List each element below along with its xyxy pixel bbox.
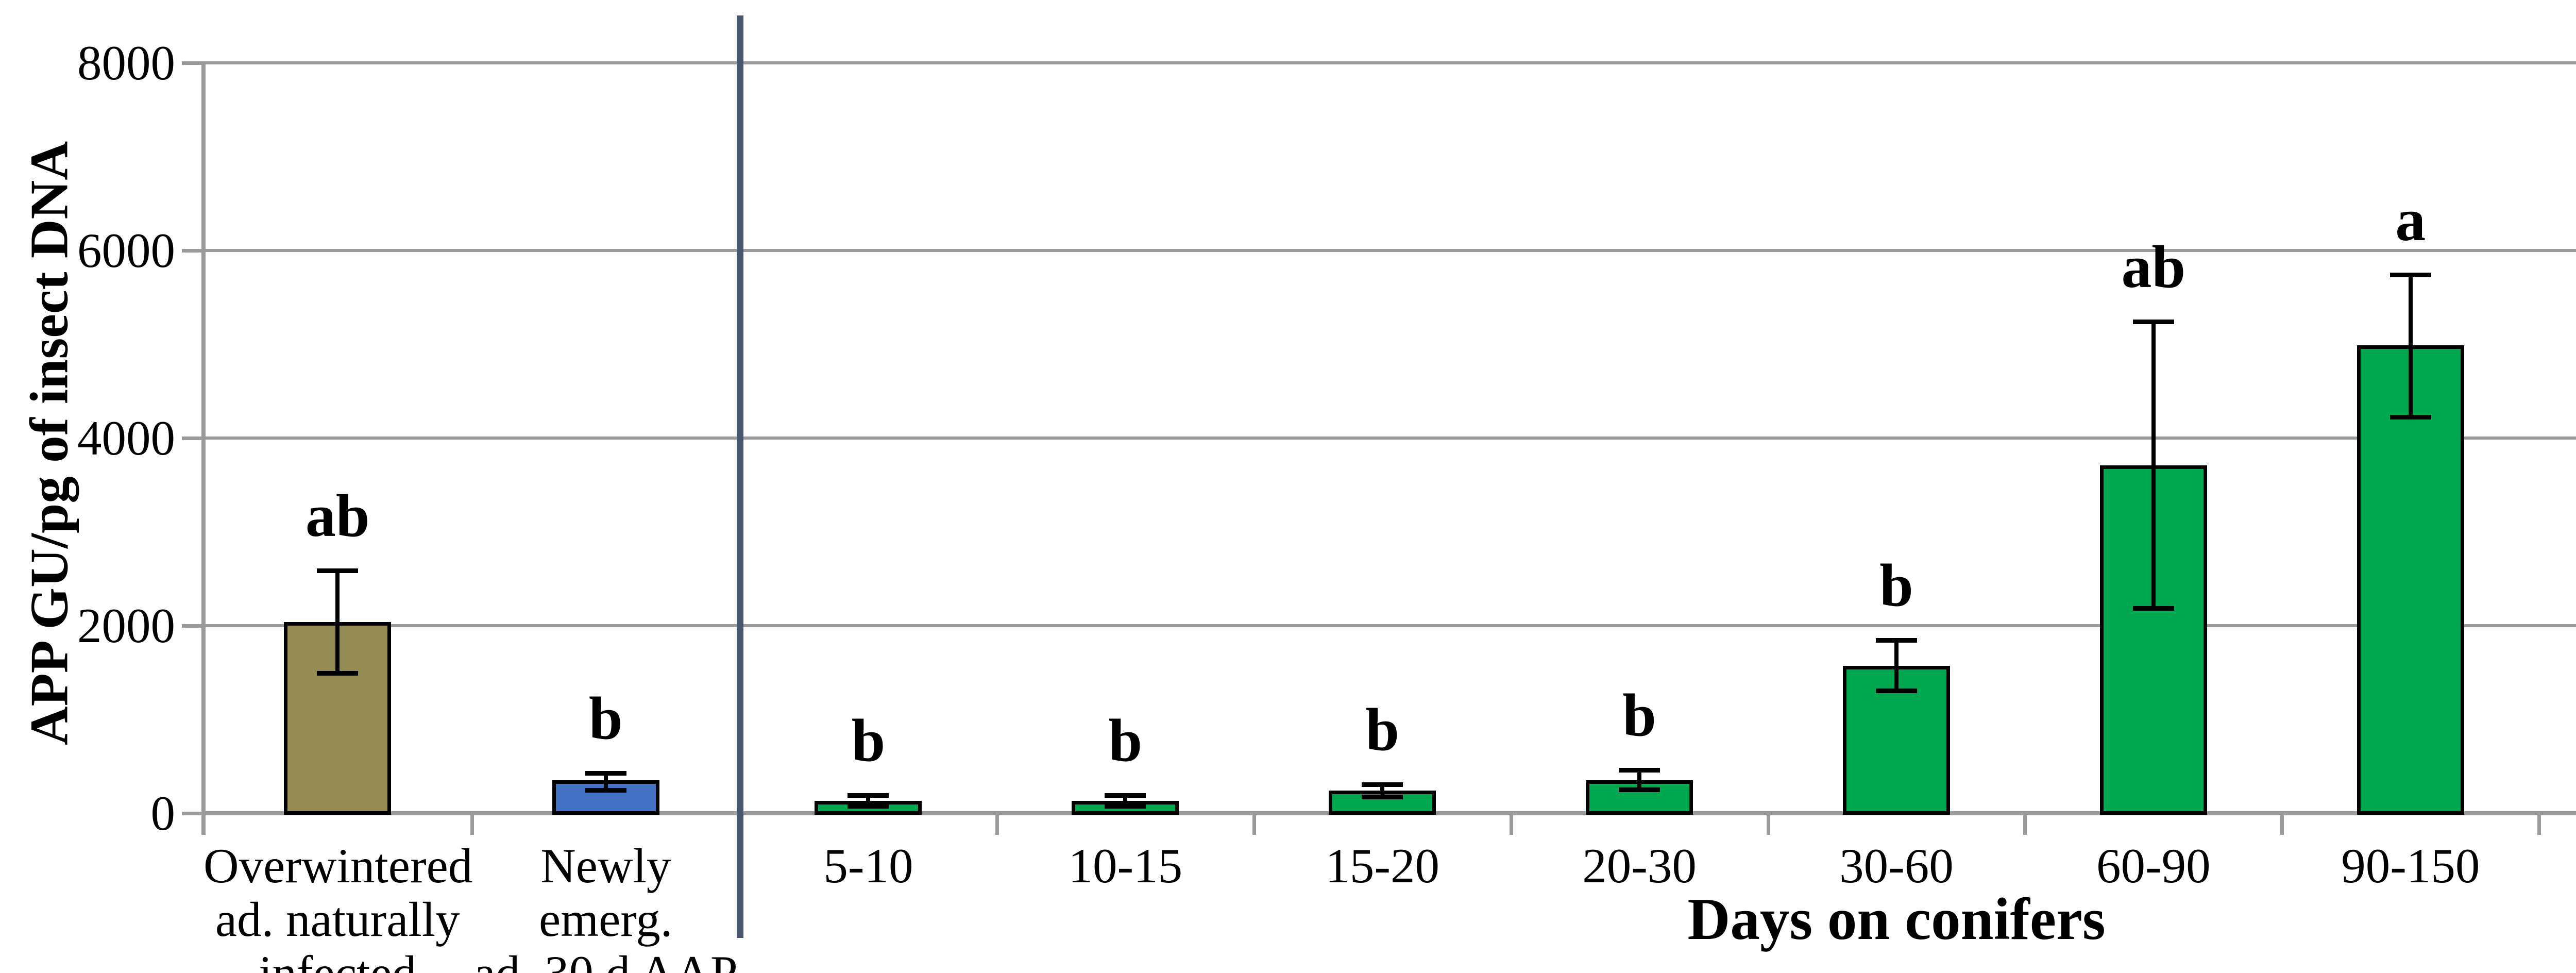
significance-letter-10-15: b <box>1108 706 1143 774</box>
error-bar-15-20 <box>1380 784 1385 798</box>
error-cap-bottom-10-15 <box>1105 804 1146 809</box>
error-cap-bottom-20-30 <box>1619 787 1660 792</box>
error-cap-bottom-Overwintered ad. naturally infected <box>317 670 359 676</box>
error-cap-top-Newly emerg. ad. 30 d AAP <box>585 770 626 776</box>
y-axis-tick <box>182 437 204 440</box>
x-axis-tick <box>2280 813 2284 835</box>
x-axis-tick <box>995 813 999 835</box>
category-label-60-90: 60-90 <box>2096 838 2211 893</box>
significance-letter-30-60: b <box>1879 551 1913 619</box>
gridline-8000 <box>204 61 2576 64</box>
gridline-6000 <box>204 249 2576 252</box>
error-cap-bottom-30-60 <box>1876 689 1917 694</box>
error-cap-top-90-150 <box>2389 273 2431 278</box>
gridline-4000 <box>204 437 2576 440</box>
error-cap-top-5-10 <box>848 793 889 798</box>
bar-90-150 <box>2357 345 2464 815</box>
gridline-2000 <box>204 624 2576 627</box>
error-cap-top-30-60 <box>1876 638 1917 643</box>
y-axis-tick <box>182 812 204 815</box>
error-cap-bottom-5-10 <box>848 804 889 809</box>
y-tick-label: 2000 <box>77 598 175 653</box>
error-bar-60-90 <box>2151 322 2156 609</box>
error-cap-bottom-60-90 <box>2132 606 2174 611</box>
error-cap-bottom-Newly emerg. ad. 30 d AAP <box>585 788 626 793</box>
section-divider <box>737 15 743 938</box>
error-cap-top-Overwintered ad. naturally infected <box>317 568 359 573</box>
y-tick-label: 6000 <box>77 223 175 278</box>
y-axis-tick <box>182 61 204 65</box>
error-bar-30-60 <box>1894 640 1899 692</box>
y-tick-label: 4000 <box>77 411 175 465</box>
x-axis-tick <box>2023 813 2027 835</box>
significance-letter-5-10: b <box>851 706 886 774</box>
error-cap-bottom-15-20 <box>1362 795 1403 800</box>
error-cap-top-20-30 <box>1619 768 1660 773</box>
y-axis <box>201 63 206 835</box>
x-axis-tick <box>1252 813 1256 835</box>
x-axis-tick <box>2537 813 2541 835</box>
y-axis-tick <box>182 624 204 628</box>
category-label-15-20: 15-20 <box>1325 838 1440 893</box>
x-axis-tick <box>1766 813 1770 835</box>
y-tick-label: 0 <box>150 786 176 841</box>
y-axis-tick <box>182 249 204 253</box>
error-cap-top-10-15 <box>1105 793 1146 798</box>
significance-letter-15-20: b <box>1365 695 1400 763</box>
x-axis-tick <box>470 813 474 835</box>
y-tick-label: 8000 <box>77 36 175 90</box>
category-label-150-250: 150-250 <box>2539 839 2576 893</box>
error-bar-90-150 <box>2408 275 2413 417</box>
significance-letter-Overwintered ad. naturally infected: ab <box>305 481 370 549</box>
error-bar-Newly emerg. ad. 30 d AAP <box>603 773 608 791</box>
error-bar-Overwintered ad. naturally infected <box>335 570 340 674</box>
category-label-20-30: 20-30 <box>1582 838 1697 893</box>
x-axis-tick <box>1509 813 1513 835</box>
category-label-Overwintered ad. naturally infected: Overwintered ad. naturally infected <box>204 838 473 973</box>
error-bar-20-30 <box>1637 770 1642 790</box>
category-label-90-150: 90-150 <box>2341 838 2480 893</box>
error-cap-bottom-90-150 <box>2389 414 2431 420</box>
significance-letter-60-90: ab <box>2121 233 2186 301</box>
category-label-5-10: 5-10 <box>823 838 913 893</box>
significance-letter-150-250: a <box>2565 169 2576 230</box>
significance-letter-20-30: b <box>1622 681 1656 749</box>
significance-letter-90-150: a <box>2395 186 2426 254</box>
x-axis-title: Days on conifers <box>1687 886 2106 952</box>
error-bar-10-15 <box>1123 795 1128 807</box>
error-cap-top-15-20 <box>1362 782 1403 787</box>
category-label-Newly emerg. ad. 30 d AAP: Newly emerg. ad. 30 d AAP <box>473 838 738 973</box>
category-label-10-15: 10-15 <box>1068 838 1183 893</box>
error-bar-5-10 <box>866 795 871 807</box>
significance-letter-Newly emerg. ad. 30 d AAP: b <box>588 684 623 752</box>
error-cap-top-60-90 <box>2132 320 2174 325</box>
category-label-30-60: 30-60 <box>1839 838 1954 893</box>
